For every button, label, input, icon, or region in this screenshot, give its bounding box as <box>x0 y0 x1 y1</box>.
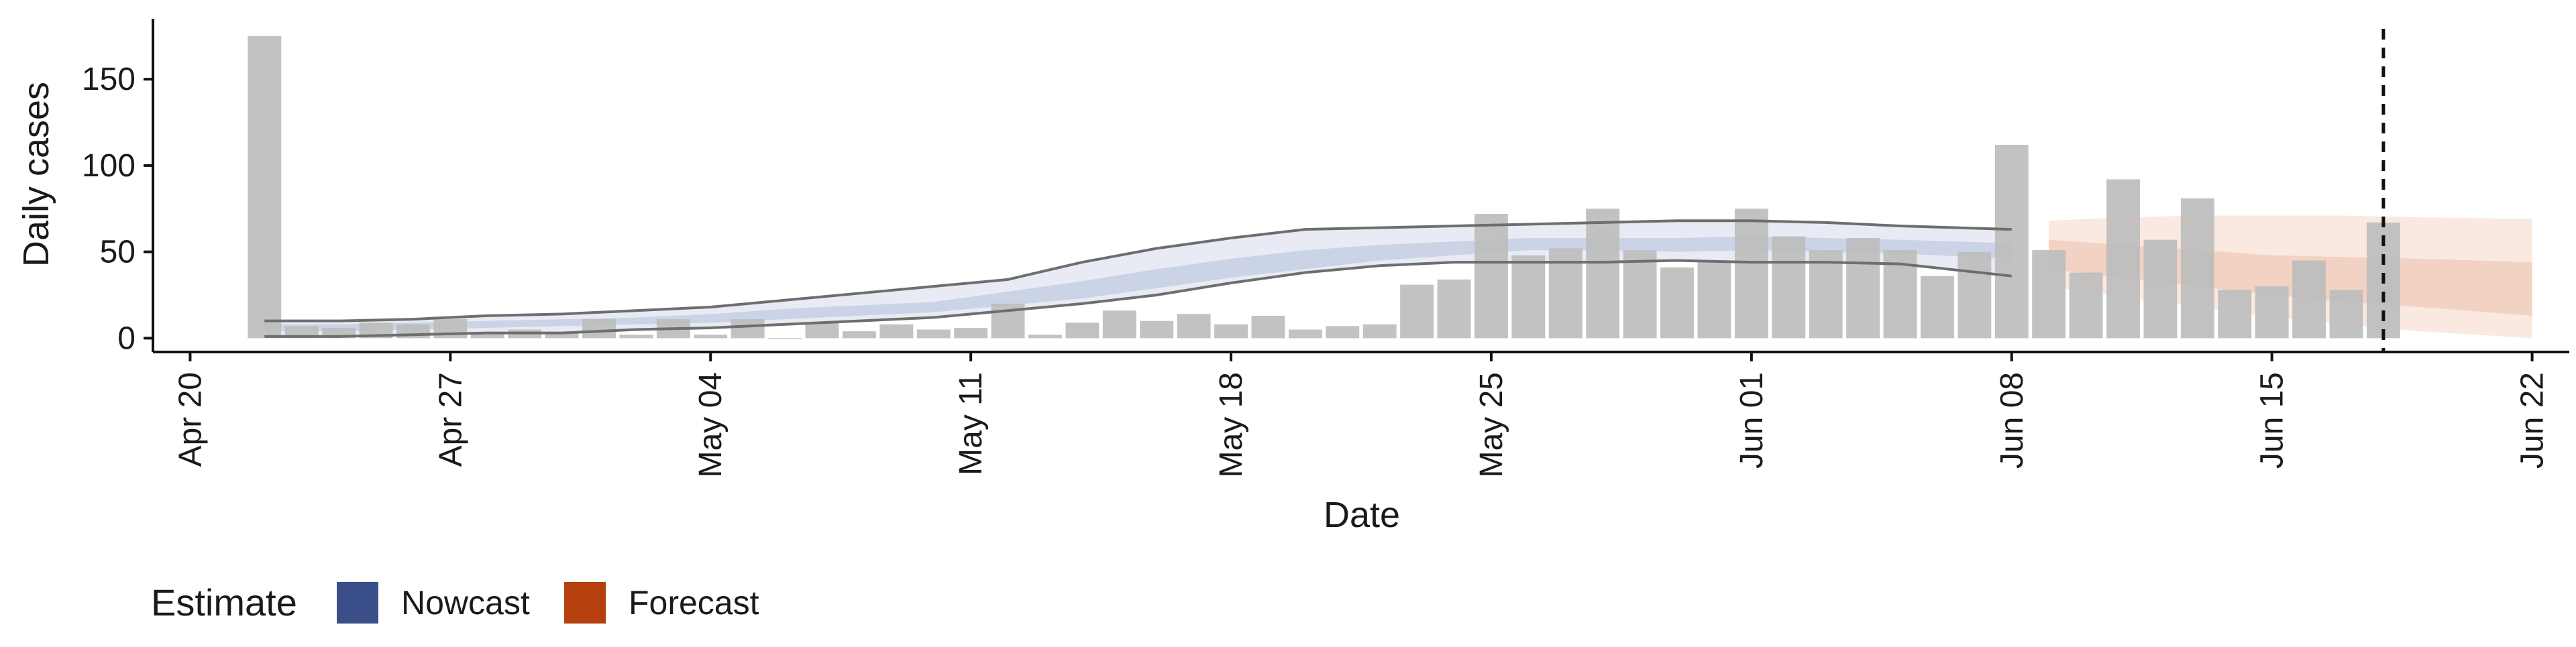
case-bar <box>1214 324 1248 339</box>
y-tick-label: 150 <box>82 62 136 97</box>
case-bar <box>2143 239 2178 339</box>
case-bar <box>1326 326 1360 339</box>
case-bar <box>1140 320 1174 339</box>
x-tick-label: May 04 <box>693 372 729 477</box>
y-tick-label: 50 <box>100 235 136 270</box>
x-tick-label: May 18 <box>1214 372 1249 477</box>
axes: 0 50 100 150 Apr 20 Apr 27 May 04 May 11 May 18 M… <box>82 19 2569 477</box>
case-bar <box>1288 329 1322 339</box>
case-bar <box>1846 238 1880 339</box>
nowcast-lower-bound-line <box>264 259 2012 338</box>
case-bar <box>2255 286 2289 339</box>
case-bar <box>1474 213 1508 339</box>
case-bar <box>1772 236 1806 339</box>
case-bar <box>694 335 728 339</box>
case-bar <box>1586 209 1620 339</box>
case-bar <box>1809 250 1843 339</box>
case-bar <box>954 327 988 339</box>
case-bar <box>1251 315 1285 339</box>
case-bar <box>1102 310 1136 339</box>
case-bar <box>1362 324 1397 339</box>
x-tick-label: Jun 01 <box>1734 372 1770 469</box>
case-bar <box>1660 267 1694 339</box>
nowcast-inner-band <box>264 236 2012 332</box>
case-bar <box>1028 335 1062 339</box>
case-bar <box>2292 260 2326 339</box>
x-tick-label: May 11 <box>953 372 989 475</box>
case-bar <box>842 331 876 339</box>
case-bar <box>582 319 616 339</box>
x-tick-label: Jun 22 <box>2515 372 2551 469</box>
case-bar <box>2218 290 2252 339</box>
y-axis-title: Daily cases <box>16 82 56 267</box>
case-bar <box>1921 276 1954 339</box>
case-bar <box>916 329 951 339</box>
case-bar <box>2069 272 2103 339</box>
case-bar <box>1957 251 1992 339</box>
case-bar <box>2032 250 2066 339</box>
case-bar <box>470 333 504 339</box>
case-bar <box>1065 322 1099 339</box>
case-bar <box>879 324 914 339</box>
case-bar <box>248 36 282 339</box>
case-bars <box>248 36 2400 339</box>
legend-title: Estimate <box>151 581 297 624</box>
legend-label-nowcast: Nowcast <box>401 584 530 622</box>
x-tick-label: Jun 15 <box>2255 372 2290 469</box>
case-bar <box>1437 279 1471 339</box>
legend: Estimate Nowcast Forecast <box>151 581 759 624</box>
case-bar <box>545 333 579 339</box>
case-bar <box>768 338 802 339</box>
nowcast-upper-bound-line <box>264 219 2012 322</box>
case-bar <box>1177 314 1211 339</box>
x-axis-title: Date <box>1324 495 1400 535</box>
case-bar <box>1734 209 1768 339</box>
legend-swatch-forecast <box>564 582 606 624</box>
case-bar <box>619 335 653 339</box>
case-bar <box>1697 260 1731 339</box>
y-tick-label: 0 <box>117 320 136 356</box>
case-bar <box>2180 198 2214 339</box>
case-bar <box>1623 250 1657 339</box>
estimate-bound-lines <box>264 29 2385 352</box>
case-bar <box>1994 144 2029 339</box>
case-bar <box>1400 284 1434 339</box>
x-tick-label: Apr 20 <box>172 372 208 467</box>
legend-swatch-nowcast <box>337 582 378 624</box>
case-bar <box>805 322 839 339</box>
case-bar <box>1511 255 1546 339</box>
case-bar <box>731 319 765 339</box>
case-bar <box>2106 179 2140 339</box>
case-bar <box>2329 290 2363 339</box>
x-tick-label: Jun 08 <box>1994 372 2030 469</box>
y-tick-label: 100 <box>82 148 136 184</box>
x-tick-label: Apr 27 <box>433 372 468 467</box>
x-tick-label: May 25 <box>1474 372 1509 477</box>
legend-label-forecast: Forecast <box>629 584 759 622</box>
